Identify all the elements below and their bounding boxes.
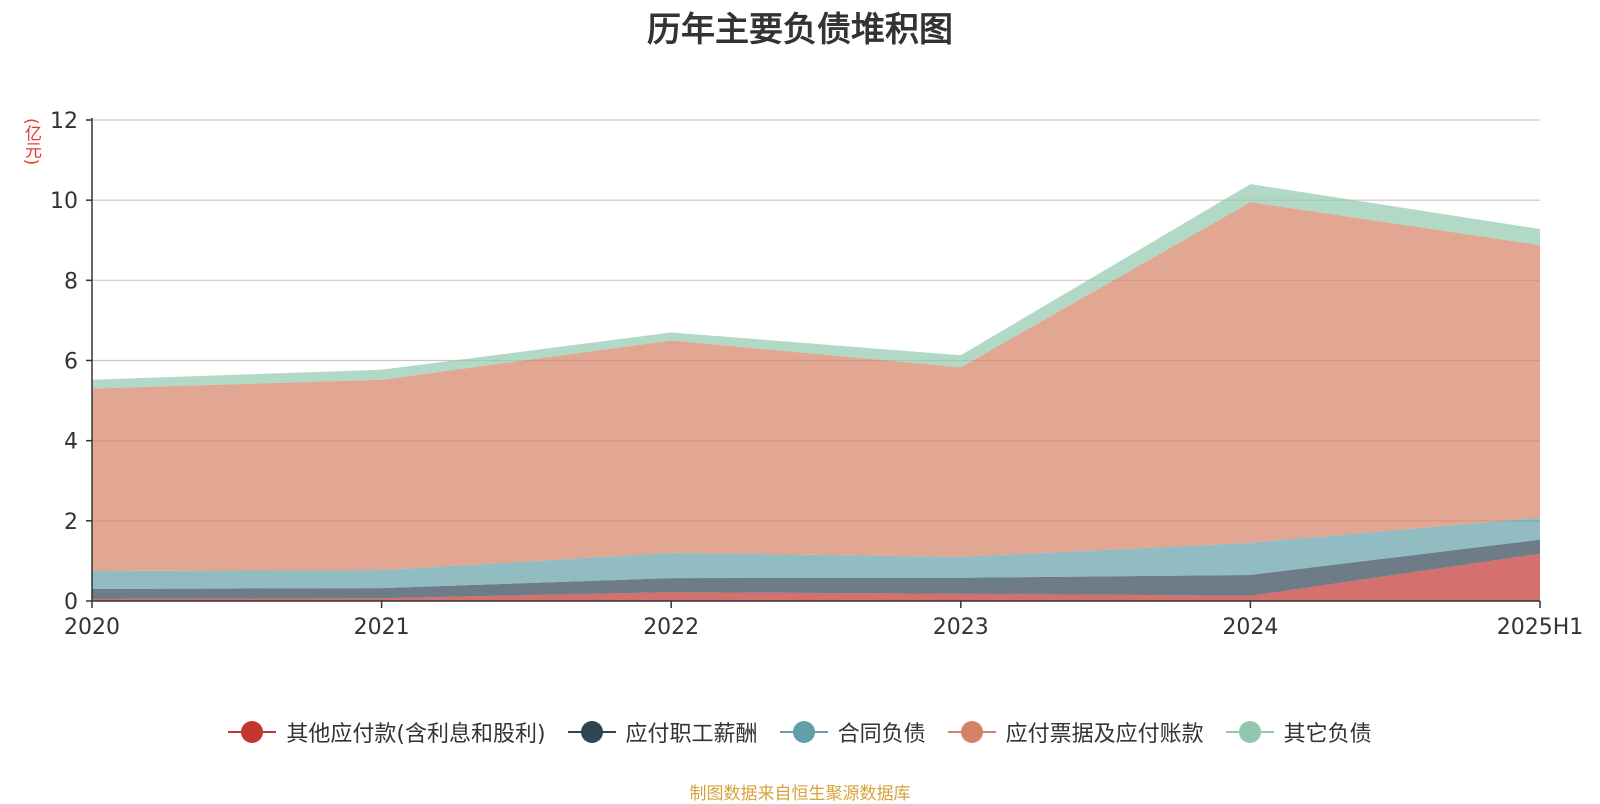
y-axis-unit-label: (亿元)	[21, 118, 41, 166]
x-tick-label: 2022	[643, 615, 699, 640]
y-tick-label: 8	[64, 269, 78, 294]
y-tick-label: 4	[64, 430, 78, 455]
legend-item-4[interactable]: 其它负债	[1225, 716, 1372, 748]
data-source-note: 制图数据来自恒生聚源数据库	[689, 784, 911, 804]
legend-item-0[interactable]: 其他应付款(含利息和股利)	[228, 716, 546, 748]
legend-swatch	[1225, 720, 1274, 744]
y-tick-label: 10	[50, 189, 78, 214]
area-series-0	[92, 553, 1540, 601]
legend-swatch	[779, 720, 828, 744]
x-tick-label: 2025H1	[1497, 615, 1584, 640]
legend: 其他应付款(含利息和股利) 应付职工薪酬 合同负债 应付票据及应付账款 其它负债	[0, 716, 1600, 748]
legend-label: 应付职工薪酬	[625, 722, 758, 747]
x-tick-label: 2023	[933, 615, 989, 640]
area-series-3	[92, 202, 1540, 571]
legend-swatch	[947, 720, 996, 744]
y-tick-label: 12	[50, 109, 78, 134]
legend-label: 应付票据及应付账款	[1005, 722, 1204, 747]
legend-label: 合同负债	[837, 722, 926, 747]
y-tick-label: 2	[64, 510, 78, 535]
legend-label: 其他应付款(含利息和股利)	[286, 722, 546, 747]
x-tick-label: 2020	[64, 615, 120, 640]
legend-swatch	[567, 720, 616, 744]
y-tick-label: 0	[64, 590, 78, 615]
legend-item-2[interactable]: 合同负债	[779, 716, 926, 748]
chart-title: 历年主要负债堆积图	[647, 10, 953, 50]
legend-item-3[interactable]: 应付票据及应付账款	[947, 716, 1204, 748]
x-tick-label: 2024	[1222, 615, 1278, 640]
y-tick-label: 6	[64, 350, 78, 375]
area-series-2	[92, 517, 1540, 589]
axes: 0 2 4 6 8 10 12 2020 2021 2022 2023 2024 2025H1	[50, 109, 1583, 640]
area-series-1	[92, 539, 1540, 599]
x-tick-label: 2021	[354, 615, 410, 640]
area-series-group	[92, 184, 1540, 601]
legend-label: 其它负债	[1283, 722, 1372, 747]
area-series-4	[92, 184, 1540, 389]
legend-swatch	[228, 720, 277, 744]
legend-item-1[interactable]: 应付职工薪酬	[567, 716, 758, 748]
